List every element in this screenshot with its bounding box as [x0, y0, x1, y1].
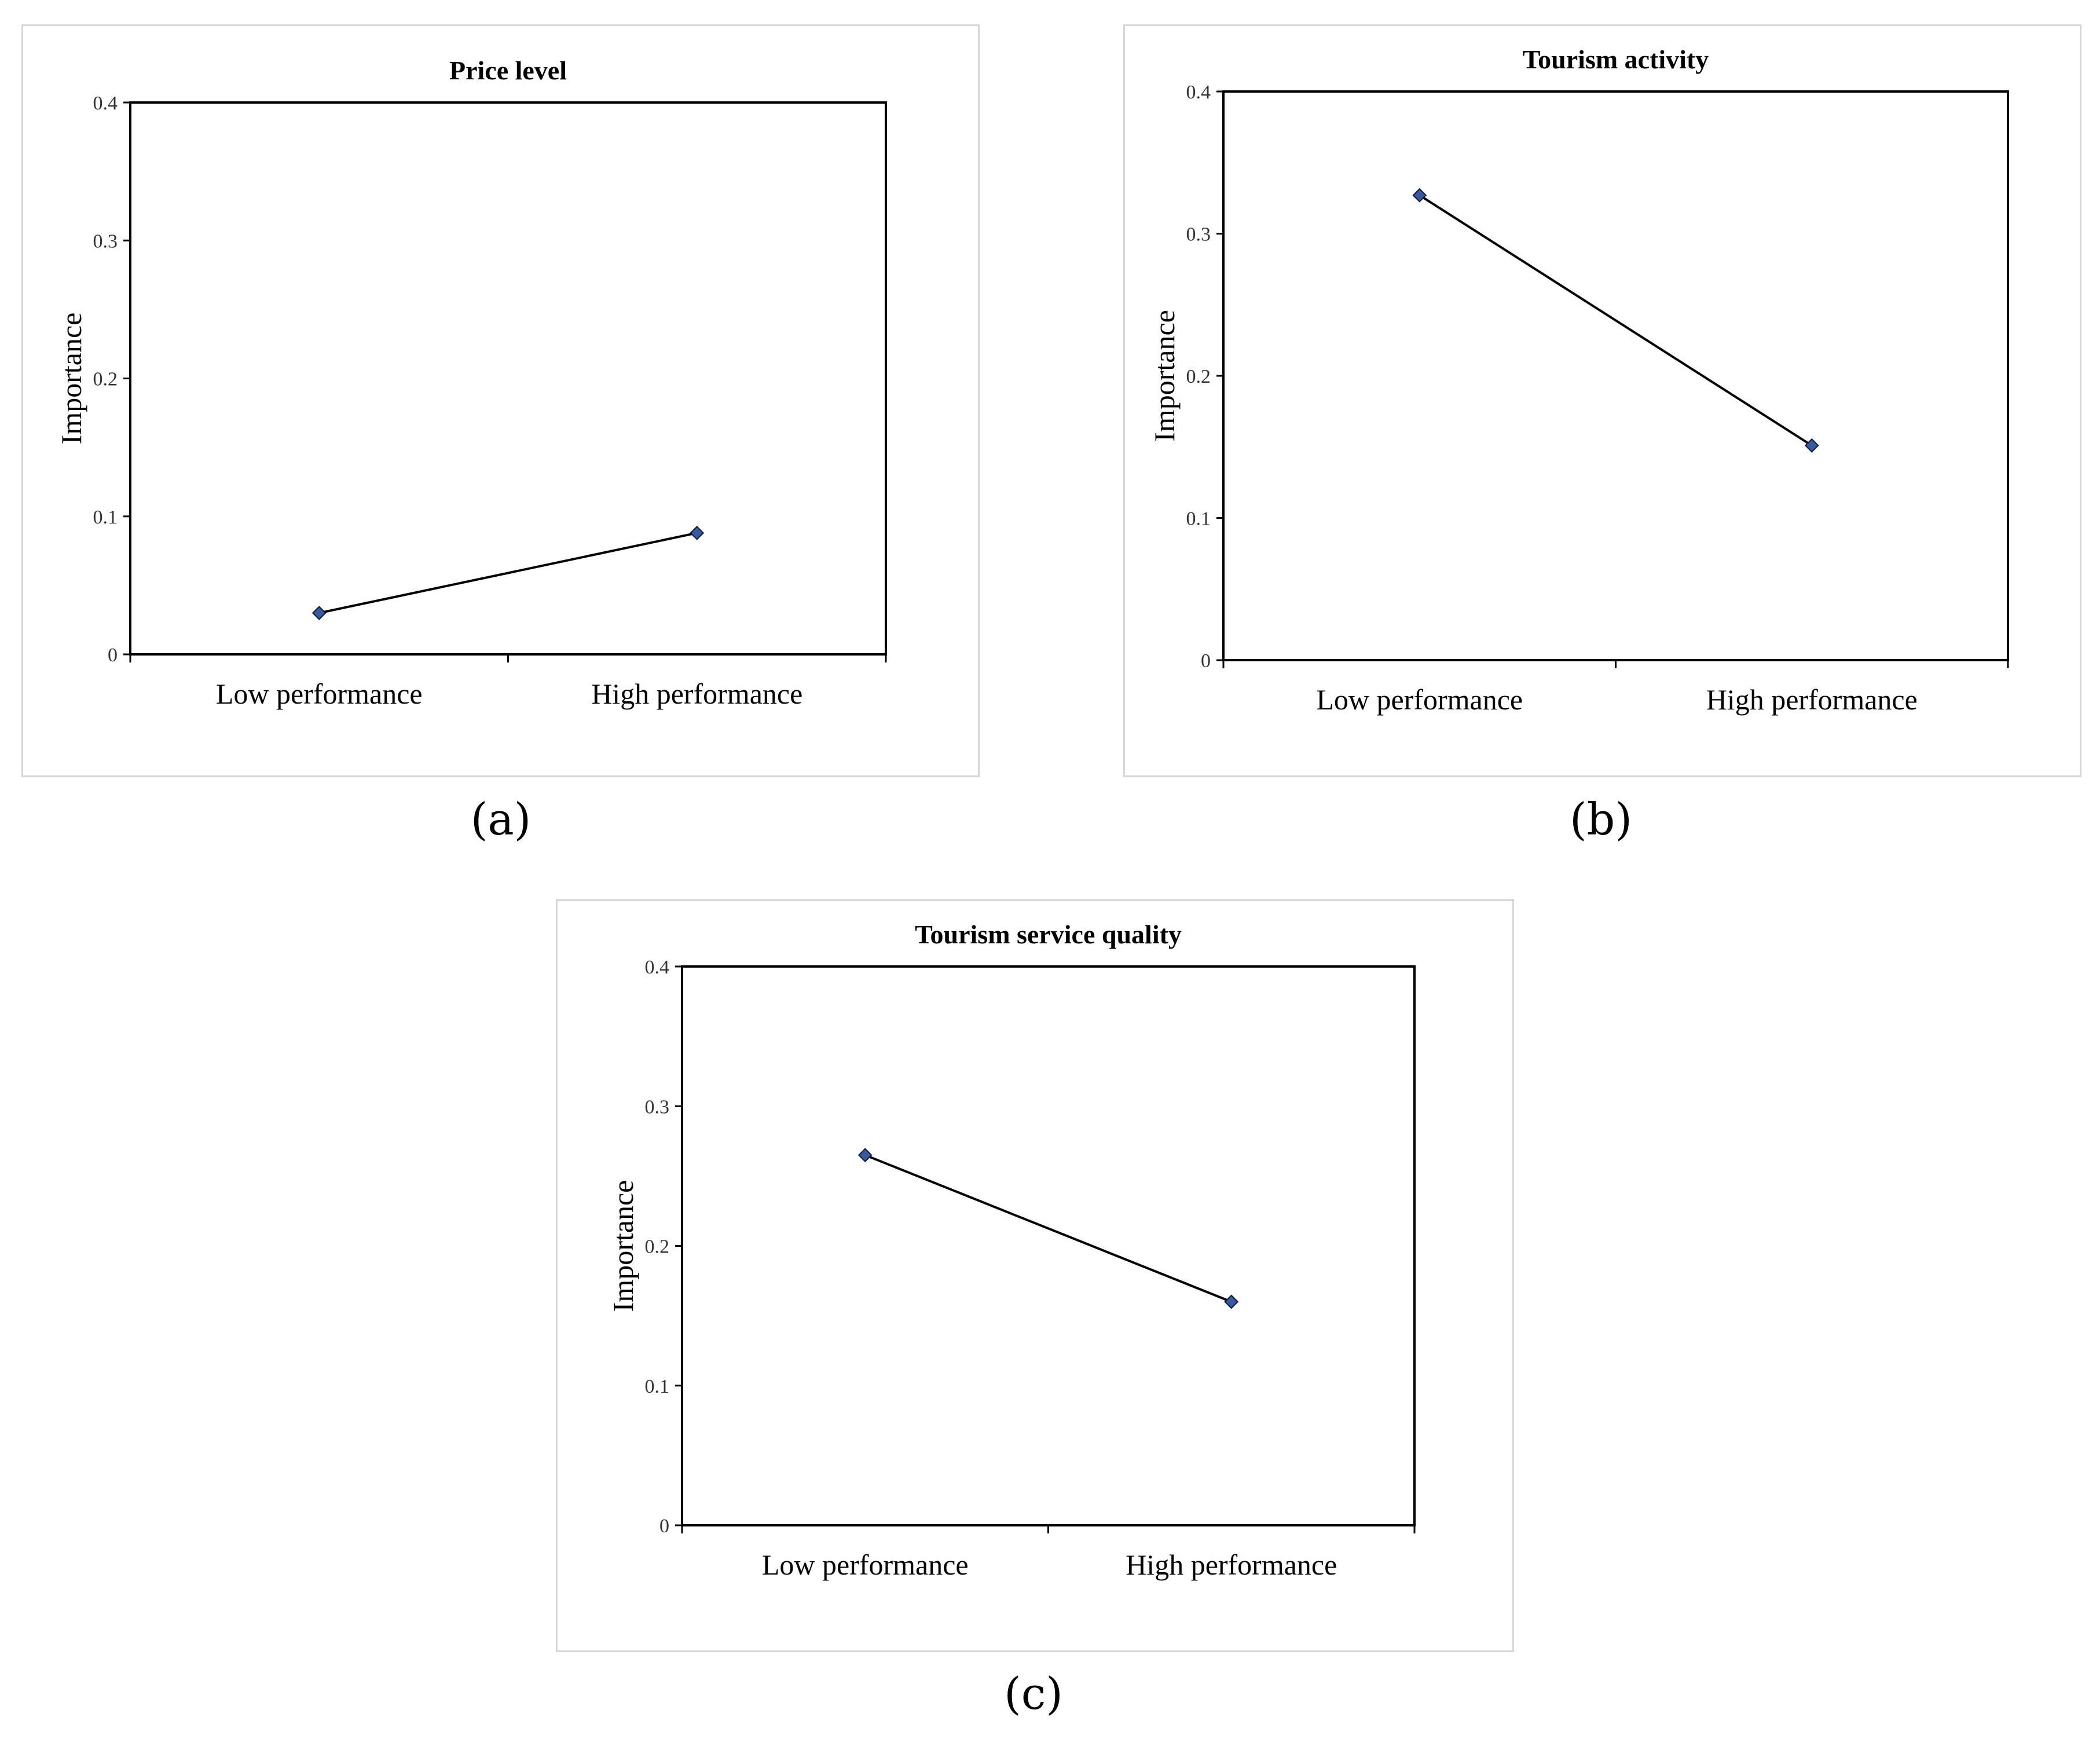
- chart-title-a: Price level: [449, 56, 567, 85]
- y-tick-label-c-4: 0.4: [645, 957, 670, 978]
- y-tick-label-a-1: 0.1: [93, 507, 118, 528]
- y-tick-label-b-0: 0: [1201, 650, 1211, 672]
- x-category-label-a-1: High performance: [591, 678, 802, 710]
- data-point-c-1: [1224, 1294, 1239, 1309]
- series-line-a: [318, 532, 698, 614]
- chart-panel-a: Price level 0 0.1 0.2 0.3 0.4 Low performance H…: [21, 24, 980, 777]
- data-point-c-0: [857, 1148, 873, 1163]
- y-tick-label-a-4: 0.4: [93, 93, 118, 114]
- x-category-label-b-0: Low performance: [1316, 683, 1523, 716]
- y-tick-label-c-3: 0.3: [645, 1096, 670, 1118]
- caption-a: (a): [470, 793, 532, 845]
- y-tick-label-c-0: 0: [659, 1515, 669, 1537]
- y-tick-label-a-3: 0.3: [93, 230, 118, 252]
- y-tick-label-a-0: 0: [108, 645, 118, 666]
- y-axis-label-a: Importance: [55, 313, 87, 445]
- caption-b: (b): [1570, 793, 1632, 845]
- y-tick-label-a-2: 0.2: [93, 369, 118, 390]
- plot-area-b: [1222, 90, 2009, 661]
- plot-area-c: [681, 965, 1416, 1526]
- x-category-label-c-0: Low performance: [762, 1548, 969, 1581]
- y-tick-label-b-1: 0.1: [1186, 508, 1211, 530]
- chart-a-svg: Price level 0 0.1 0.2 0.3 0.4 Low performance H…: [55, 56, 887, 710]
- chart-panel-b: Tourism activity 0 0.1 0.2 0.3 0.4 Low perform…: [1123, 24, 2081, 777]
- series-line-c: [864, 1154, 1232, 1303]
- data-point-a-0: [311, 606, 327, 620]
- chart-c-svg: Tourism service quality 0 0.1 0.2 0.3 0.4 Low …: [607, 920, 1416, 1581]
- y-tick-label-c-2: 0.2: [645, 1236, 670, 1258]
- x-category-label-a-0: Low performance: [216, 678, 423, 710]
- chart-b-svg: Tourism activity 0 0.1 0.2 0.3 0.4 Low perform…: [1148, 45, 2009, 716]
- chart-panel-c: Tourism service quality 0 0.1 0.2 0.3 0.4 Low …: [556, 899, 1514, 1652]
- caption-c: (c): [1004, 1668, 1063, 1719]
- chart-title-b: Tourism activity: [1523, 45, 1709, 74]
- y-axis-label-c: Importance: [607, 1180, 639, 1312]
- y-tick-label-b-3: 0.3: [1186, 224, 1211, 246]
- data-point-b-0: [1412, 188, 1427, 203]
- x-category-label-c-1: High performance: [1126, 1548, 1337, 1581]
- data-point-b-1: [1804, 438, 1819, 453]
- y-tick-label-c-1: 0.1: [645, 1376, 670, 1397]
- y-axis-label-b: Importance: [1148, 310, 1181, 442]
- x-category-label-b-1: High performance: [1706, 683, 1918, 716]
- series-line-b: [1419, 194, 1813, 446]
- data-point-a-1: [690, 525, 705, 540]
- y-tick-label-b-2: 0.2: [1186, 366, 1211, 387]
- chart-title-c: Tourism service quality: [915, 920, 1182, 949]
- y-tick-label-b-4: 0.4: [1186, 82, 1211, 103]
- plot-area-a: [129, 101, 887, 656]
